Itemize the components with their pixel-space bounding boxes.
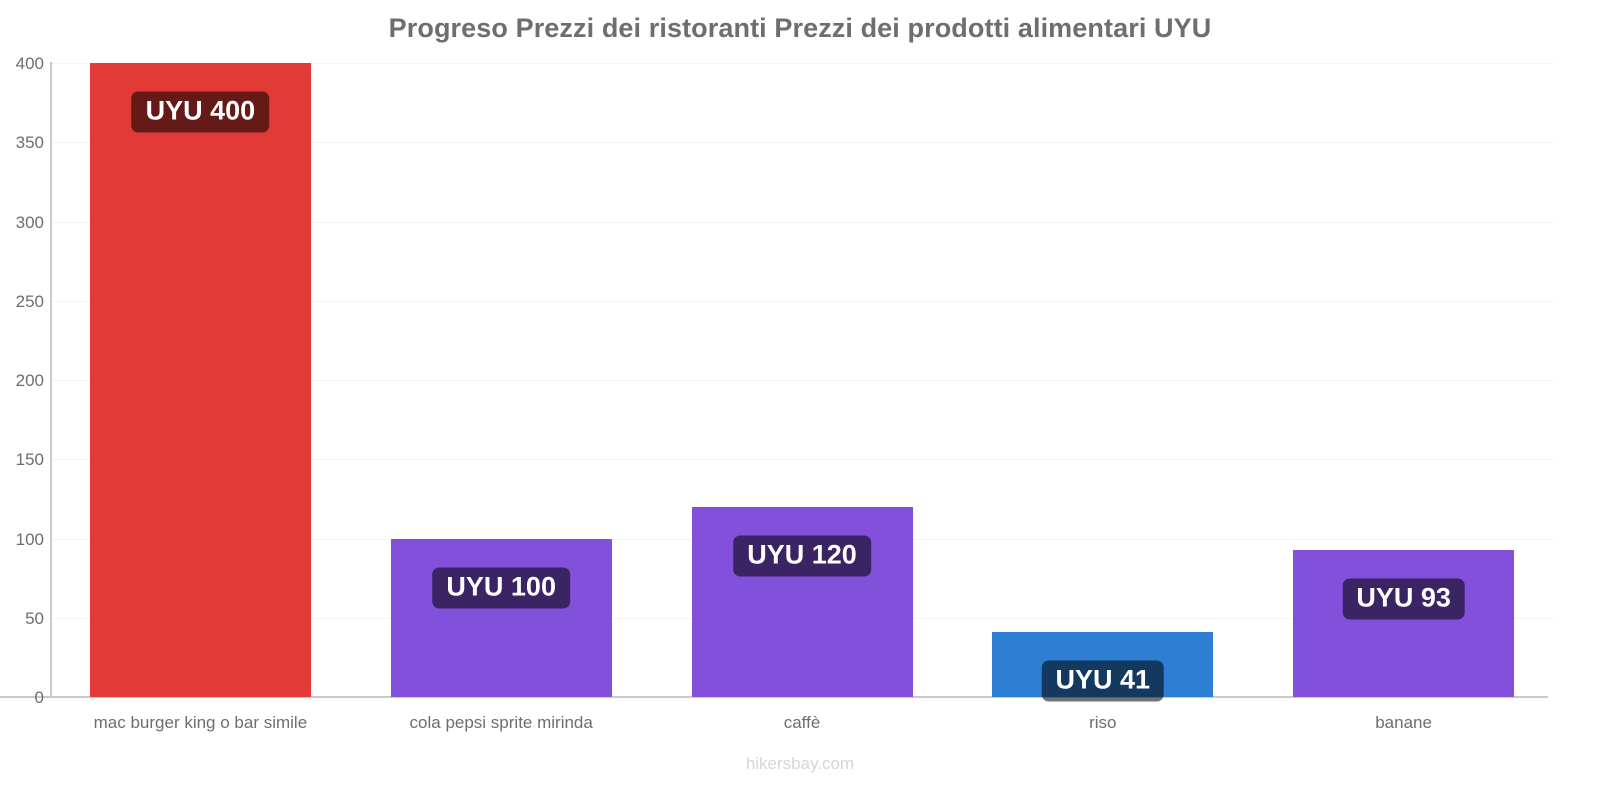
gridline (50, 63, 1554, 64)
gridline (50, 380, 1554, 381)
y-axis-tick-label: 300 (15, 212, 44, 232)
bar-value-label: UYU 100 (432, 567, 570, 608)
y-axis-line (50, 62, 52, 698)
bar-value-label: UYU 93 (1342, 578, 1465, 620)
bar-value-label: UYU 120 (733, 535, 871, 577)
x-axis-tick-label: cola pepsi sprite mirinda (409, 713, 593, 732)
gridline (50, 221, 1554, 223)
y-axis-tick-label: 250 (15, 291, 44, 311)
bar-value-label: UYU 400 (131, 91, 270, 133)
y-axis-tick-label: 150 (15, 450, 44, 470)
y-axis-tick-label: 0 (34, 688, 44, 707)
gridline (50, 459, 1554, 461)
y-axis-tick-label: 100 (15, 529, 44, 549)
x-axis-tick-label: caffè (783, 713, 821, 732)
y-axis-tick-label: 350 (15, 133, 44, 153)
gridline (50, 142, 1554, 144)
y-axis-tick-label: 50 (25, 608, 44, 628)
y-axis-tick-label: 400 (15, 54, 44, 73)
bars-layer: UYU 400 UYU 100 UYU 120 UYU 41 UYU 93 (50, 63, 1554, 702)
bar[interactable] (390, 538, 612, 697)
x-axis-tick-label: mac burger king o bar simile (93, 713, 308, 732)
bar-value-label: UYU 41 (1041, 660, 1165, 702)
y-axis-tick-label: 200 (15, 371, 44, 390)
chart-title: Progreso Prezzi dei ristoranti Prezzi de… (388, 13, 1212, 43)
x-axis-line (0, 696, 1548, 698)
x-axis-tick-label: riso (1089, 713, 1117, 732)
x-axis-tick-label: banane (1375, 713, 1432, 732)
bar[interactable] (89, 63, 311, 697)
gridline (50, 300, 1554, 302)
footer-credit: hikersbay.com (745, 754, 855, 773)
bar[interactable] (1293, 549, 1515, 697)
